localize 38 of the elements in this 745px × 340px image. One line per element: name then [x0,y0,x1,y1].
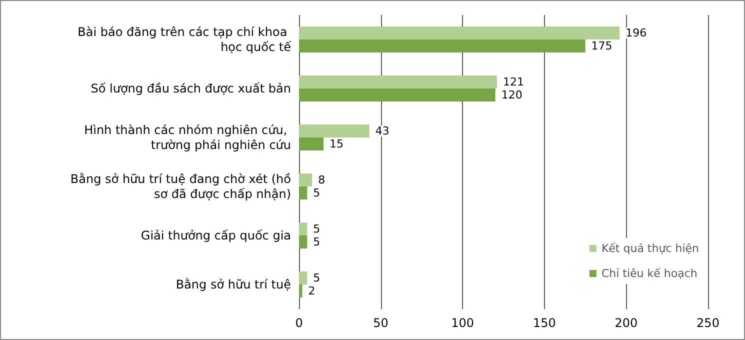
y-tick-label: Bài báo đăng trên các tạp chí khoa học quốc tế [78,25,292,54]
bar [299,222,308,236]
data-label: 121 [502,76,524,88]
x-tick-label: 250 [696,316,720,330]
y-tick-label: Số lượng đầu sách được xuất bản [90,82,291,96]
x-tick-label: 50 [373,316,388,330]
bar [299,138,324,150]
bar [299,88,496,102]
x-tick-label: 150 [532,316,556,330]
bar [299,124,370,138]
x-tick-label: 100 [451,316,474,330]
bar [299,76,497,88]
data-label: 5 [313,272,320,284]
bar [299,26,620,40]
bar [299,40,586,52]
legend-label: Chỉ tiêu kế hoạch [601,267,698,280]
data-label: 5 [313,186,320,200]
bar [299,186,308,200]
data-label: 120 [501,88,522,102]
x-tick-label: 0 [295,316,303,330]
y-tick-label: Bằng sở hữu trí tuệ đang chờ xét (hồ sơ đã được chấp nhận) [70,172,291,201]
data-label: 5 [313,222,320,236]
data-label: 2 [308,284,316,298]
bar [299,284,302,298]
data-label: 15 [330,138,344,150]
y-tick-label: Giải thưởng cấp quốc gia [140,228,291,242]
bar [299,272,308,284]
y-tick-label: Hình thành các nhóm nghiên cứu, trường phái nghiên cứu [84,123,291,152]
bar [299,236,308,248]
data-label: 43 [375,124,390,138]
y-tick-label: Bằng sở hữu trí tuệ [176,278,291,292]
data-label: 175 [591,40,612,52]
data-label: 8 [318,174,326,186]
x-tick-label: 200 [614,316,638,330]
data-label: 196 [626,26,647,40]
legend-label: Kết quả thực hiện [601,242,700,255]
bar [299,174,312,186]
data-label: 5 [313,236,320,248]
